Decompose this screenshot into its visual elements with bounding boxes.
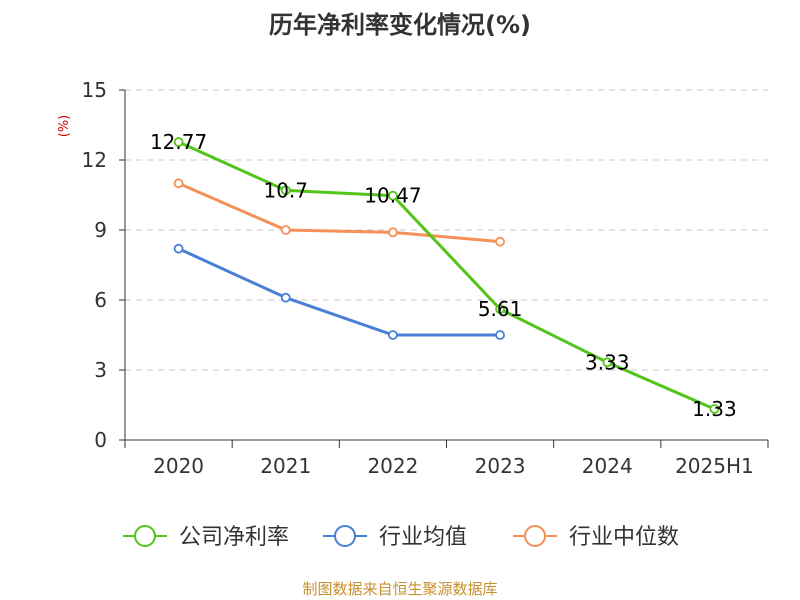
data-point xyxy=(495,330,505,340)
data-point xyxy=(495,236,505,247)
data-label: 1.33 xyxy=(692,397,737,421)
data-point xyxy=(602,357,613,368)
data-point xyxy=(388,190,398,201)
gridlines xyxy=(125,89,768,371)
data-point xyxy=(280,185,291,196)
data-label: 10.7 xyxy=(263,178,308,202)
x-tick-label: 2024 xyxy=(582,454,633,478)
series-line xyxy=(177,181,501,244)
x-tick-label: 2020 xyxy=(153,454,204,478)
x-tick-label: 2022 xyxy=(367,454,418,478)
x-tick-label: 2023 xyxy=(475,454,526,478)
y-tick-label: 0 xyxy=(94,428,107,452)
axes: 0 3 6 9 12 15 2020 2021 2022 2023 2024 2025H1 xyxy=(82,78,769,478)
data-label: 5.61 xyxy=(478,297,523,321)
legend-marker xyxy=(134,525,156,547)
y-axis-label: (%) xyxy=(57,115,72,138)
y-tick-label: 15 xyxy=(82,78,107,102)
legend-label: 行业中位数 xyxy=(569,525,679,550)
legend: 公司净利率 行业均值 行业中位数 xyxy=(123,525,679,550)
data-point xyxy=(280,292,291,303)
legend-marker xyxy=(524,525,546,547)
source-note: 制图数据来自恒生聚源数据库 xyxy=(302,580,497,598)
series-line xyxy=(177,247,501,337)
y-tick-label: 3 xyxy=(94,358,107,382)
x-tick-label: 2025H1 xyxy=(675,454,754,478)
x-tick-label: 2021 xyxy=(260,454,311,478)
data-point xyxy=(173,243,184,254)
legend-marker xyxy=(334,525,356,547)
series-line xyxy=(177,140,716,411)
legend-label: 公司净利率 xyxy=(179,525,289,550)
data-point xyxy=(173,178,184,189)
chart-title: 历年净利率变化情况(%) xyxy=(269,11,531,39)
data-point xyxy=(388,227,398,238)
data-label: 10.47 xyxy=(364,184,421,208)
data-point xyxy=(388,330,398,340)
data-point xyxy=(495,304,505,315)
legend-label: 行业均值 xyxy=(379,525,467,550)
y-tick-label: 9 xyxy=(94,218,107,242)
series-layer: 12.77 10.7 10.47 5.61 3.33 1.33 xyxy=(150,130,737,421)
data-point xyxy=(173,137,184,147)
data-label: 3.33 xyxy=(585,350,630,374)
y-tick-label: 12 xyxy=(82,148,107,172)
y-tick-label: 6 xyxy=(94,288,107,312)
data-point xyxy=(709,404,720,414)
data-point xyxy=(280,225,291,235)
data-label: 12.77 xyxy=(150,130,207,154)
